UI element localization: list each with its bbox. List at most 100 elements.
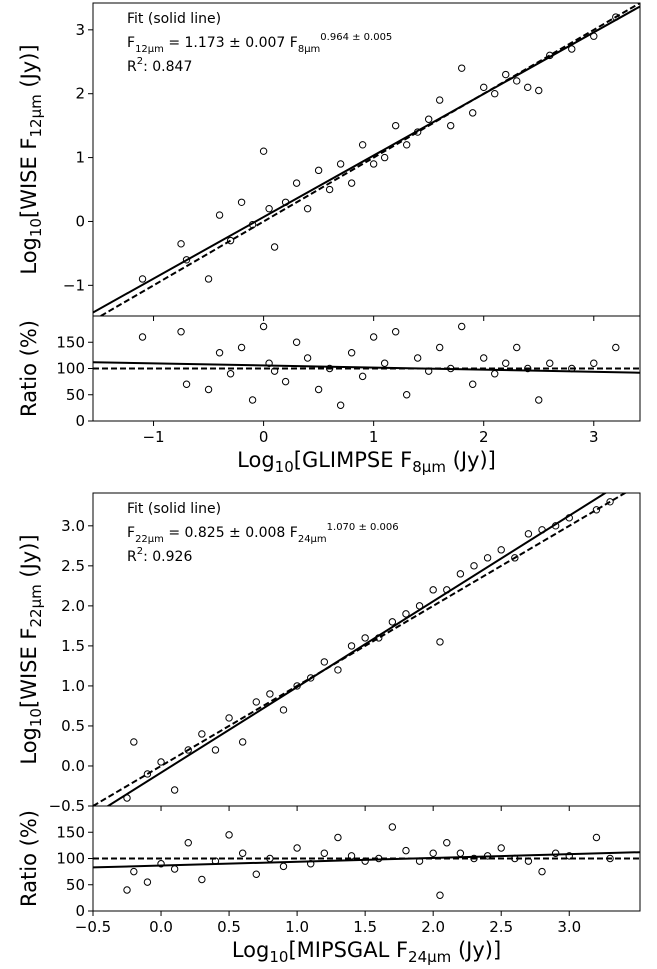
x-tick-label: 2.5 [489,918,513,936]
label-part: (Jy)] [446,448,496,472]
point [198,875,206,884]
point [568,45,576,53]
point [123,886,131,894]
label-part: Ratio (%) [17,320,41,417]
point [435,96,444,104]
point [413,354,422,362]
point [215,349,224,357]
point [237,343,246,352]
point [535,86,543,95]
y-axis-label: Ratio (%) [17,810,41,907]
point [292,338,301,346]
x-tick-label: 1 [369,428,379,446]
x-tick-label: 3 [589,428,599,446]
point [138,333,147,341]
point [429,849,437,857]
y-tick-label: 2.0 [61,597,85,615]
point [265,204,273,213]
point [334,666,342,674]
point [226,370,235,378]
label-part: : 0.926 [143,549,192,565]
reference-line [98,3,640,316]
point [270,243,279,251]
annotation: F22μm = 0.825 ± 0.008 F24μm1.070 ± 0.006 [127,522,399,545]
x-tick-label: 0.5 [217,918,241,936]
point [204,275,213,283]
y-tick-label: 0 [75,412,85,430]
point [281,377,290,386]
point [138,275,147,283]
label-script: 12μm [135,44,164,55]
y-axis-label: Log10[WISE F22μm (Jy)] [17,534,45,764]
label-part: [MIPSGAL F [288,938,408,962]
label-script: 10 [269,948,288,966]
label-part: Fit (solid line) [127,501,221,517]
label-part: Log [237,448,275,472]
label-part: Log [17,237,41,275]
point [248,396,257,404]
point [497,844,505,852]
label-script: 12μm [27,94,45,137]
point [456,570,465,578]
point [238,849,247,857]
point [211,746,220,754]
label-part: [WISE F [17,138,41,219]
point [388,618,397,626]
point [380,153,389,162]
point [358,372,367,381]
point [369,333,378,341]
point [436,638,444,646]
point [497,546,505,554]
fit-line [93,361,640,374]
plot-area [93,823,640,899]
y-tick-label: 0 [75,902,85,920]
point [252,870,260,878]
label-part: R [127,549,137,565]
point [483,554,492,562]
point [182,380,191,388]
y-tick-label: 3.0 [61,517,85,535]
fit-line [93,5,640,314]
label-script: 2 [137,56,143,67]
y-tick-label: 0.0 [61,757,85,775]
annotation: Fit (solid line) [127,11,221,27]
point [347,349,356,357]
x-axis-label: Log10[MIPSGAL F24μm (Jy)] [232,938,501,966]
point [402,391,411,399]
point [546,359,554,367]
label-script: 24μm [408,948,451,966]
y-tick-label: 1.0 [61,677,85,695]
point [336,401,345,409]
point [388,823,397,831]
point [252,698,260,706]
point [184,839,192,847]
point [293,844,301,852]
point [443,839,451,847]
label-part: (Jy)] [17,44,41,94]
point [347,852,356,860]
point [157,758,165,766]
point [391,121,400,130]
x-tick-label: −0.5 [75,918,111,936]
label-part: : 0.847 [143,59,192,75]
point [429,586,437,594]
point [170,786,179,794]
label-part: R [127,59,137,75]
annotation: R2: 0.926 [127,546,192,565]
point [502,70,510,79]
point [314,385,323,394]
y-tick-label: 50 [66,876,85,894]
point [456,849,465,857]
point [436,891,444,899]
point [592,833,601,842]
point [513,343,521,352]
y-tick-label: 0 [75,212,85,230]
point [198,730,206,738]
point [347,642,356,650]
y-axis-label: Log10[WISE F12μm (Jy)] [17,44,45,274]
point [320,849,329,857]
point [458,64,466,72]
label-part: Log [17,727,41,765]
label-part: (Jy)] [451,938,501,962]
